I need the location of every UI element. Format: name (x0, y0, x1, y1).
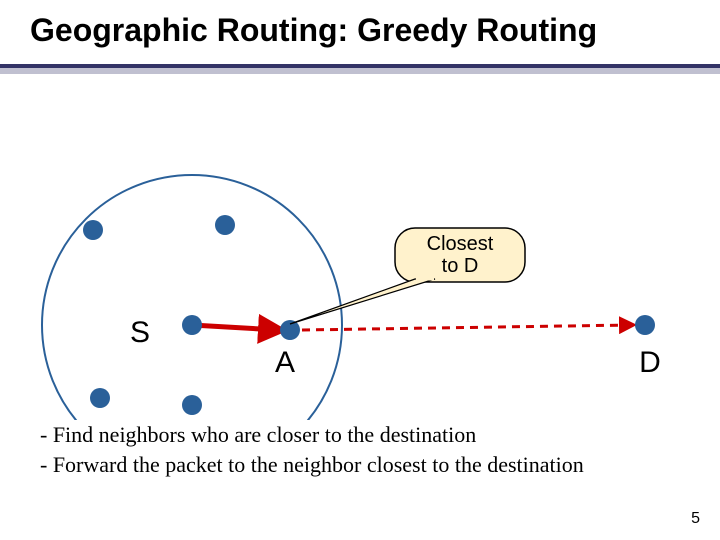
callout-tail (290, 279, 435, 324)
slide: Geographic Routing: Greedy Routing S A D Cl… (0, 0, 720, 540)
arrow-s-to-a (192, 325, 278, 330)
slide-title: Geographic Routing: Greedy Routing (30, 12, 597, 49)
page-number: 5 (691, 510, 700, 528)
node-a (280, 320, 300, 340)
callout-line1: Closest (427, 233, 494, 255)
bullet-list: - Find neighbors who are closer to the d… (40, 420, 584, 479)
node-label-s: S (130, 316, 150, 349)
node-n1 (83, 220, 103, 240)
bullet-item: - Forward the packet to the neighbor clo… (40, 450, 584, 480)
arrow-a-to-d-dashed (302, 325, 631, 330)
node-s (182, 315, 202, 335)
node-d (635, 315, 655, 335)
node-n5 (90, 388, 110, 408)
node-label-a: A (275, 346, 295, 379)
callout-line2: to D (442, 255, 479, 277)
node-n2 (215, 215, 235, 235)
title-rule-light (0, 68, 720, 74)
routing-diagram: S A D Closestto D (0, 80, 720, 420)
bullet-item: - Find neighbors who are closer to the d… (40, 420, 584, 450)
transmission-range-circle (42, 175, 342, 420)
node-label-d: D (639, 346, 661, 379)
node-n6 (182, 395, 202, 415)
